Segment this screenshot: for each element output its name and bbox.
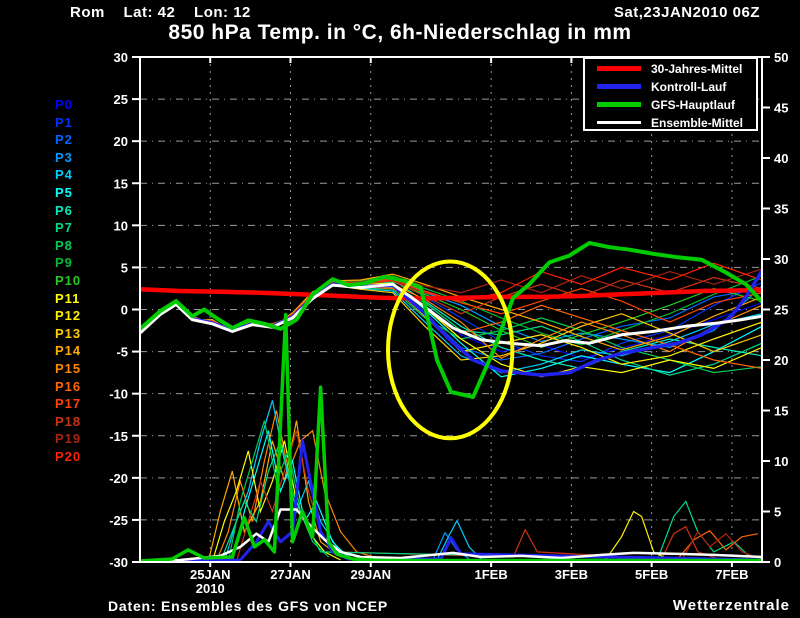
main-series-lines (140, 241, 762, 562)
legend-label: 30-Jahres-Mittel (651, 61, 743, 76)
member-label-P16: P16 (55, 378, 82, 394)
member-label-P9: P9 (55, 255, 73, 271)
member-label-P13: P13 (55, 325, 82, 341)
member-label-P14: P14 (55, 343, 82, 359)
member-label-P8: P8 (55, 237, 73, 253)
x-axis-label-27jan: 27JAN (270, 567, 311, 582)
chart-title: 850 hPa Temp. in °C, 6h-Niederschlag in … (168, 21, 632, 44)
member-label-P0: P0 (55, 97, 73, 112)
temp-tick-label: -20 (109, 471, 128, 486)
member-label-P20: P20 (55, 449, 82, 464)
precip-tick-label: 5 (774, 505, 781, 520)
member-label-P12: P12 (55, 308, 82, 324)
precip-tick-label: 25 (774, 303, 788, 318)
temp-tick-label: 25 (114, 92, 128, 107)
member-label-P1: P1 (55, 114, 73, 130)
latitude-label: Lat: 42 (123, 4, 176, 21)
member-precip-line-6 (235, 430, 723, 562)
temp-tick-label: 0 (121, 303, 128, 318)
data-source-credit: Daten: Ensembles des GFS von NCEP (108, 598, 389, 614)
legend-item-gfs-main-run: GFS-Hauptlauf (585, 96, 756, 113)
precip-tick-label: 45 (774, 101, 788, 116)
series-gfs-hauptlauf (140, 241, 762, 399)
member-label-P17: P17 (55, 396, 82, 412)
member-label-P2: P2 (55, 132, 73, 148)
brand-name: Wetterzentrale (672, 597, 790, 614)
temp-tick-label: -25 (109, 513, 128, 528)
temp-tick-label: 20 (114, 134, 128, 149)
member-precip-line-9 (436, 519, 482, 561)
temp-tick-label: -5 (116, 345, 128, 360)
legend-swatch-red-line (597, 66, 641, 71)
member-label-P6: P6 (55, 202, 73, 218)
legend-item-30y-mean: 30-Jahres-Mittel (585, 60, 756, 77)
legend-label: GFS-Hauptlauf (651, 97, 735, 112)
member-label-P10: P10 (55, 273, 82, 288)
member-label-P15: P15 (55, 361, 82, 376)
temp-tick-label: -10 (109, 387, 128, 402)
temp-tick-label: 5 (121, 260, 128, 275)
precip-tick-label: 20 (774, 353, 788, 368)
precip-tick-label: 10 (774, 454, 788, 469)
temp-tick-label: -30 (109, 555, 128, 570)
x-axis-label-29jan: 29JAN (350, 567, 391, 582)
legend-item-ensemble-mean: Ensemble-Mittel (585, 114, 756, 131)
series-gfs-hauptlauf-niederschlag (140, 312, 762, 562)
x-axis-label-5feb: 5FEB (635, 567, 669, 582)
member-label-P19: P19 (55, 431, 82, 447)
gridlines (140, 57, 762, 562)
member-precip-line-3 (231, 430, 350, 562)
legend-item-control-run: Kontroll-Lauf (585, 78, 756, 95)
temp-tick-label: -15 (109, 429, 128, 444)
legend-label: Ensemble-Mittel (651, 115, 744, 130)
member-label-P5: P5 (55, 185, 73, 200)
highlight-ellipse-annotation (385, 259, 515, 441)
x-axis-label-1feb: 1FEB (474, 567, 508, 582)
temp-tick-label: 10 (114, 218, 128, 233)
member-label-P4: P4 (55, 167, 73, 183)
member-label-P11: P11 (55, 290, 81, 306)
series-30-jahres-mittel (140, 287, 762, 301)
x-axis-label-25jan: 25JAN 2010 (189, 567, 231, 596)
temp-tick-label: 30 (114, 50, 128, 65)
x-axis-label-7feb: 7FEB (715, 567, 749, 582)
member-line-P17 (140, 277, 762, 331)
member-precip-line-12 (681, 530, 762, 561)
precip-tick-label: 15 (774, 404, 788, 419)
legend-swatch-green-line (597, 102, 641, 107)
legend-swatch-blue-line (597, 84, 641, 89)
run-datetime: Sat,23JAN2010 06Z (613, 4, 760, 21)
axis-ticks-and-labels: -30 -25 -20 -15 -10 -5 0 5 10 15 20 25 30 0 5 10 15 20 25 3… (109, 50, 788, 570)
legend-box: 30-Jahres-Mittel Kontroll-Lauf GFS-Haupt… (583, 57, 758, 131)
longitude-label: Lon: 12 (194, 4, 251, 21)
series-ensemble-mittel (140, 282, 762, 348)
station-name: Rom (70, 4, 105, 21)
temp-tick-label: 15 (114, 176, 128, 191)
member-label-P3: P3 (55, 149, 73, 165)
member-label-P7: P7 (55, 220, 73, 236)
precip-tick-label: 35 (774, 202, 788, 217)
legend-swatch-white-line (597, 121, 641, 124)
x-axis-label-3feb: 3FEB (554, 567, 588, 582)
x-axis-year-label: 2010 (195, 581, 225, 596)
precip-tick-label: 50 (774, 50, 788, 65)
member-label-P18: P18 (55, 413, 82, 429)
precip-tick-label: 30 (774, 252, 788, 267)
legend-label: Kontroll-Lauf (651, 79, 727, 94)
ensemble-member-lines (140, 262, 762, 562)
precip-tick-label: 40 (774, 151, 788, 166)
precip-tick-label: 0 (774, 555, 781, 570)
header-location: Rom Lat: 42 Lon: 12 (70, 4, 265, 21)
